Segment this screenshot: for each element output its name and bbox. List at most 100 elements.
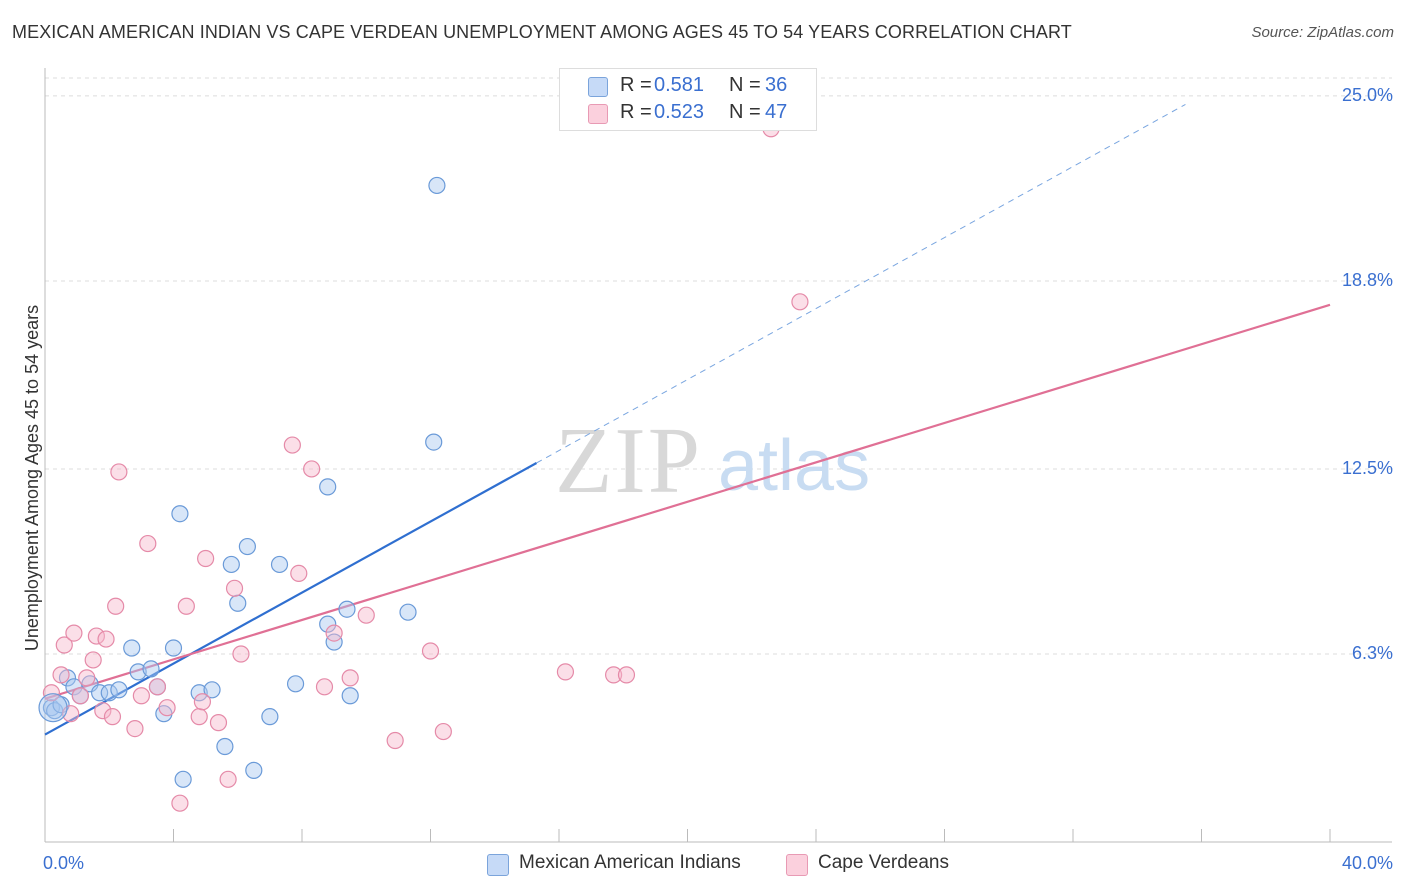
n-value: 47 — [765, 101, 788, 123]
n-label: N = — [729, 74, 761, 96]
point-mexican-american-indians — [91, 684, 109, 702]
point-cape-verdeans — [232, 645, 250, 663]
point-cape-verdeans — [315, 678, 334, 696]
point-cape-verdeans — [386, 731, 404, 750]
point-mexican-american-indians — [319, 615, 337, 633]
r-value: 0.523 — [654, 101, 705, 123]
n-value: 36 — [765, 74, 788, 96]
trend-line-cape-verdeans — [44, 303, 1331, 700]
point-cape-verdeans — [94, 702, 112, 720]
legend-label: Cape Verdeans — [818, 852, 949, 873]
point-mexican-american-indians — [229, 594, 247, 612]
point-cape-verdeans — [303, 460, 321, 478]
point-cape-verdeans — [556, 663, 575, 681]
y-tick-label: 25.0% — [1342, 85, 1393, 105]
point-mexican-american-indians — [203, 681, 221, 699]
point-cape-verdeans — [139, 534, 157, 553]
r-label: R = — [620, 74, 652, 96]
legend-swatch-blue — [487, 854, 509, 876]
point-mexican-american-indians — [341, 687, 359, 705]
point-mexican-american-indians — [428, 176, 446, 195]
data-points — [38, 120, 809, 812]
point-cape-verdeans — [132, 687, 150, 705]
point-cape-verdeans — [126, 719, 144, 738]
trend-extension-mexican-american-indians — [536, 103, 1186, 464]
point-cape-verdeans — [209, 714, 228, 732]
point-cape-verdeans — [177, 597, 195, 615]
y-tick-label: 18.8% — [1342, 270, 1393, 290]
point-mexican-american-indians — [216, 737, 234, 756]
legend-swatch-blue — [588, 77, 608, 97]
point-cape-verdeans — [110, 463, 128, 481]
point-mexican-american-indians — [42, 699, 61, 717]
point-mexican-american-indians — [190, 684, 208, 702]
point-mexican-american-indians — [270, 555, 289, 574]
point-cape-verdeans — [219, 770, 237, 788]
point-cape-verdeans — [97, 630, 115, 648]
point-mexican-american-indians — [123, 639, 141, 657]
watermark-zip: ZIP — [555, 409, 702, 513]
point-cape-verdeans — [617, 666, 636, 684]
point-mexican-american-indians — [399, 603, 417, 621]
point-mexican-american-indians — [319, 478, 337, 496]
point-cape-verdeans — [55, 636, 73, 654]
grid-lines — [45, 77, 1392, 655]
y-tick-label: 12.5% — [1342, 458, 1393, 478]
point-cape-verdeans — [190, 708, 208, 726]
legend-label: Mexican American Indians — [519, 852, 741, 873]
legend-swatch-pink — [588, 104, 608, 124]
point-mexican-american-indians — [286, 675, 305, 693]
bubble-mexican-american-indians — [38, 693, 68, 723]
source-label: Source: ZipAtlas.com — [1251, 24, 1394, 41]
point-cape-verdeans — [171, 794, 189, 812]
x-tick-label: 0.0% — [43, 853, 84, 873]
point-mexican-american-indians — [174, 770, 192, 788]
point-cape-verdeans — [341, 669, 359, 687]
watermark-atlas: atlas — [718, 426, 870, 506]
point-cape-verdeans — [225, 579, 244, 597]
chart-title: MEXICAN AMERICAN INDIAN VS CAPE VERDEAN … — [12, 22, 1072, 42]
point-cape-verdeans — [290, 564, 308, 583]
point-cape-verdeans — [158, 699, 176, 717]
point-cape-verdeans — [605, 666, 623, 684]
point-cape-verdeans — [434, 722, 452, 741]
r-label: R = — [620, 101, 652, 123]
point-mexican-american-indians — [222, 555, 240, 574]
correlation-legend: R = 0.581 N = 36 R = 0.523 N = 47 — [559, 68, 817, 131]
point-cape-verdeans — [52, 666, 70, 684]
y-axis-label: Unemployment Among Ages 45 to 54 years — [22, 305, 42, 651]
point-cape-verdeans — [357, 606, 375, 624]
y-tick-label: 6.3% — [1352, 643, 1393, 663]
point-cape-verdeans — [325, 624, 343, 642]
point-cape-verdeans — [84, 651, 102, 669]
r-value: 0.581 — [654, 74, 705, 96]
point-mexican-american-indians — [238, 537, 256, 556]
point-cape-verdeans — [87, 627, 106, 645]
point-cape-verdeans — [283, 436, 301, 454]
point-mexican-american-indians — [261, 708, 279, 726]
point-cape-verdeans — [103, 708, 122, 726]
point-cape-verdeans — [148, 678, 167, 696]
point-cape-verdeans — [197, 549, 215, 568]
point-cape-verdeans — [107, 597, 125, 615]
point-mexican-american-indians — [325, 633, 343, 651]
x-tick-label: 40.0% — [1342, 853, 1393, 873]
point-mexican-american-indians — [142, 660, 160, 678]
point-mexican-american-indians — [171, 505, 189, 523]
point-mexican-american-indians — [338, 600, 356, 618]
point-mexican-american-indians — [129, 663, 147, 681]
point-cape-verdeans — [65, 624, 83, 642]
legend-swatch-pink — [786, 854, 808, 876]
n-label: N = — [729, 101, 761, 123]
point-mexican-american-indians — [245, 761, 263, 779]
point-cape-verdeans — [71, 687, 89, 705]
point-cape-verdeans — [78, 669, 96, 687]
point-cape-verdeans — [42, 684, 61, 702]
tick-labels: 6.3% 12.5% 18.8% 25.0% 0.0% 40.0% Unemployment… — [22, 85, 1393, 873]
point-cape-verdeans — [791, 293, 809, 311]
point-mexican-american-indians — [164, 639, 183, 657]
point-cape-verdeans — [193, 693, 212, 711]
point-cape-verdeans — [421, 642, 440, 660]
point-mexican-american-indians — [425, 433, 443, 451]
